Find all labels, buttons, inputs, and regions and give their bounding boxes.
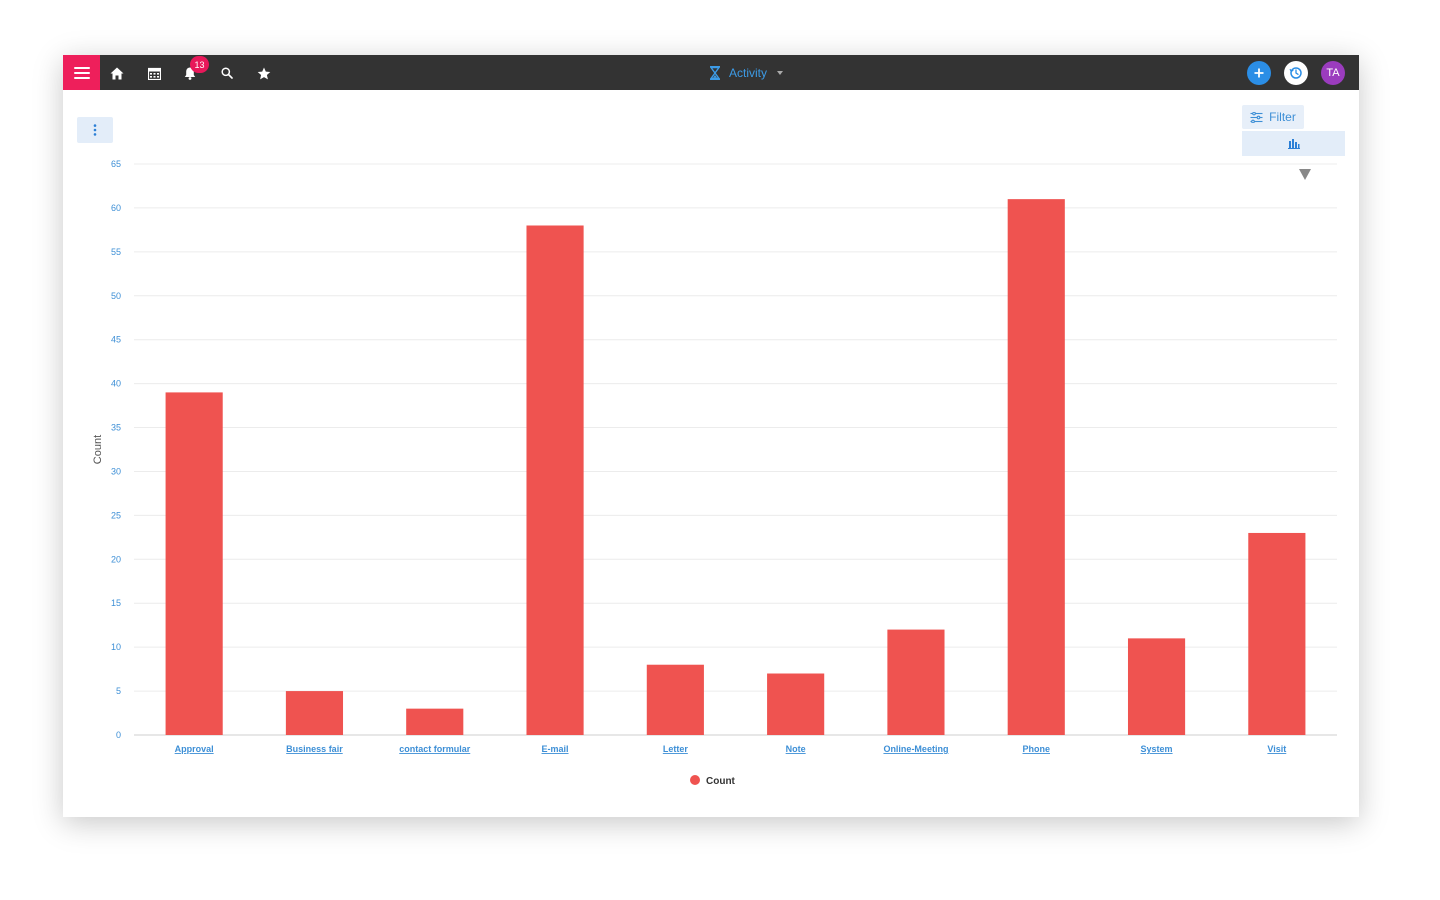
notification-badge: 13 <box>190 56 209 73</box>
y-tick-label: 55 <box>111 247 121 257</box>
add-button[interactable] <box>1247 61 1271 85</box>
x-tick-label[interactable]: Phone <box>1022 744 1050 754</box>
bar-e-mail[interactable] <box>526 225 584 735</box>
chevron-down-icon <box>777 71 784 75</box>
y-tick-label: 50 <box>111 291 121 301</box>
legend-marker[interactable] <box>690 775 700 785</box>
x-tick-label[interactable]: Visit <box>1267 744 1286 754</box>
y-tick-label: 20 <box>111 554 121 564</box>
more-options-button[interactable] <box>77 117 113 143</box>
y-tick-label: 10 <box>111 642 121 652</box>
avatar[interactable]: TA <box>1321 61 1345 85</box>
y-tick-label: 45 <box>111 335 121 345</box>
x-tick-label[interactable]: Letter <box>663 744 689 754</box>
x-tick-label[interactable]: E-mail <box>542 744 569 754</box>
menu-icon <box>73 66 90 79</box>
y-tick-label: 15 <box>111 598 121 608</box>
bar-online-meeting[interactable] <box>887 629 945 735</box>
chart-view-toggle[interactable] <box>1242 131 1345 156</box>
x-tick-label[interactable]: Approval <box>175 744 214 754</box>
y-axis-title: Count <box>92 435 104 464</box>
x-tick-label[interactable]: Note <box>786 744 806 754</box>
filter-button[interactable]: Filter <box>1242 105 1304 129</box>
app-window: 13 Activity <box>63 55 1359 817</box>
calendar-button[interactable] <box>144 63 164 83</box>
bar-business-fair[interactable] <box>285 691 344 735</box>
bar-note[interactable] <box>767 673 825 735</box>
filter-sliders-icon <box>1250 111 1263 123</box>
legend-label[interactable]: Count <box>706 776 736 787</box>
y-tick-label: 35 <box>111 423 121 433</box>
search-button[interactable] <box>217 63 237 83</box>
search-icon <box>221 67 233 79</box>
bar-chart-icon <box>1287 139 1300 149</box>
bar-contact-formular[interactable] <box>406 708 464 735</box>
history-icon <box>1289 67 1302 79</box>
more-vertical-icon <box>93 124 97 136</box>
bar-chart: 0 5 10 15 20 25 30 35 40 45 50 55 60 65 Count Approval B… <box>92 159 1337 787</box>
bar-approval[interactable] <box>165 392 223 735</box>
page-title: Activity <box>729 66 768 80</box>
home-button[interactable] <box>107 63 127 83</box>
y-tick-label: 0 <box>116 730 121 740</box>
bar-letter[interactable] <box>646 664 704 735</box>
y-tick-label: 40 <box>111 379 121 389</box>
y-tick-label: 65 <box>111 159 121 169</box>
favorites-button[interactable] <box>254 63 274 83</box>
filter-label: Filter <box>1269 110 1296 124</box>
home-icon <box>110 67 124 79</box>
collapse-arrow-icon[interactable] <box>1299 169 1311 180</box>
history-button[interactable] <box>1284 61 1308 85</box>
bar-visit[interactable] <box>1248 532 1306 735</box>
x-tick-label[interactable]: Online-Meeting <box>883 744 948 754</box>
plus-icon <box>1254 68 1264 78</box>
y-tick-label: 5 <box>116 686 121 696</box>
menu-button[interactable] <box>63 55 100 90</box>
bar-system[interactable] <box>1127 638 1186 735</box>
hourglass-icon <box>710 66 720 80</box>
x-tick-label[interactable]: contact formular <box>399 744 471 754</box>
x-tick-label[interactable]: System <box>1141 744 1173 754</box>
y-tick-label: 25 <box>111 510 121 520</box>
x-tick-label[interactable]: Business fair <box>286 744 343 754</box>
top-navigation-bar: 13 Activity <box>63 55 1359 90</box>
calendar-icon <box>147 67 161 80</box>
y-tick-label: 60 <box>111 203 121 213</box>
module-title-dropdown[interactable]: Activity <box>709 63 784 83</box>
y-tick-label: 30 <box>111 466 121 476</box>
star-icon <box>257 67 271 79</box>
bar-phone[interactable] <box>1007 199 1065 736</box>
